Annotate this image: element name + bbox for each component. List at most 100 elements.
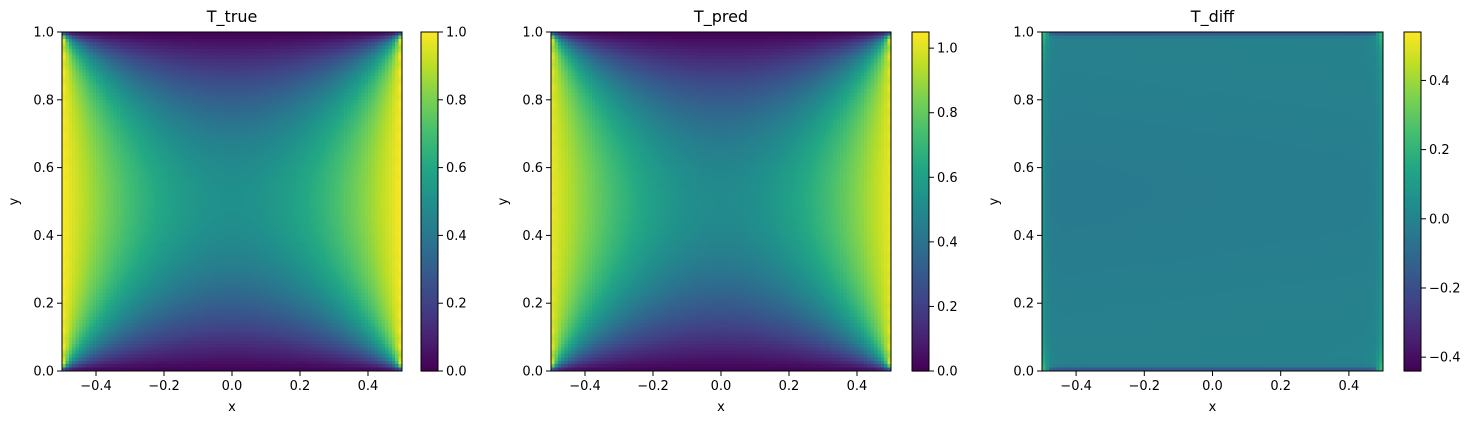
colorbar-segment: [912, 308, 929, 313]
colorbar-segment: [1404, 60, 1421, 64]
colorbar-segment: [1404, 359, 1421, 364]
colorbar-segment: [1404, 235, 1421, 239]
colorbar-segment: [912, 60, 929, 64]
colorbar-segment: [421, 297, 438, 301]
colorbar-segment: [421, 119, 438, 123]
colorbar-segment: [912, 311, 929, 316]
colorbar-segment: [1404, 306, 1421, 310]
colorbar-segment: [421, 161, 438, 166]
colorbar-segment: [1404, 190, 1421, 194]
colorbar-segment: [1404, 345, 1421, 349]
colorbar-segment: [1404, 88, 1421, 92]
colorbar-segment: [421, 80, 438, 84]
colorbar-segment: [421, 91, 438, 95]
colorbar-segment: [1404, 342, 1421, 347]
colorbar-segment: [1404, 159, 1421, 163]
colorbar-segment: [421, 201, 438, 205]
colorbar-segment: [912, 173, 929, 177]
colorbar-segment: [421, 128, 438, 132]
colorbar-segment: [912, 221, 929, 225]
colorbar-segment: [421, 325, 438, 330]
colorbar-segment: [912, 260, 929, 265]
colorbar-segment: [912, 266, 929, 270]
y-tick-label: 0.8: [33, 93, 54, 108]
colorbar-segment: [912, 207, 929, 211]
colorbar-segment: [912, 43, 929, 47]
colorbar-segment: [421, 291, 438, 296]
colorbar-segment: [421, 51, 438, 56]
colorbar-segment: [1404, 356, 1421, 361]
colorbar-segment: [1404, 105, 1421, 109]
colorbar-segment: [421, 274, 438, 279]
colorbar-segment: [912, 328, 929, 333]
colorbar-segment: [421, 68, 438, 73]
x-tick-label: 0.4: [847, 379, 868, 394]
colorbar-segment: [421, 34, 438, 39]
x-tick-label: −0.2: [148, 379, 180, 394]
colorbar-segment: [912, 204, 929, 208]
colorbar-segment: [421, 345, 438, 349]
colorbar-segment: [1404, 269, 1421, 273]
colorbar-segment: [1404, 130, 1421, 135]
colorbar-segment: [421, 339, 438, 344]
colorbar-tick-label: 1.0: [937, 42, 958, 57]
y-tick-label: 0.8: [1013, 93, 1034, 108]
colorbar-segment: [1404, 111, 1421, 115]
colorbar-segment: [912, 91, 929, 95]
colorbar-segment: [1404, 317, 1421, 321]
colorbar-segment: [421, 300, 438, 304]
colorbar-segment: [1404, 224, 1421, 228]
colorbar-segment: [421, 193, 438, 197]
colorbar-segment: [1404, 362, 1421, 366]
x-tick-label: 0.2: [290, 379, 311, 394]
heatmap-image: [62, 32, 402, 371]
colorbar-segment: [1404, 94, 1421, 98]
colorbar-segment: [912, 128, 929, 132]
colorbar-segment: [1404, 229, 1421, 234]
colorbar-segment: [421, 113, 438, 118]
colorbar-segment: [1404, 221, 1421, 225]
colorbar-segment: [912, 85, 929, 90]
colorbar-segment: [421, 139, 438, 143]
colorbar-segment: [1404, 198, 1421, 203]
colorbar-segment: [1404, 176, 1421, 180]
colorbar-segment: [421, 311, 438, 316]
colorbar-segment: [1404, 286, 1421, 290]
colorbar-segment: [912, 289, 929, 293]
colorbar-segment: [912, 212, 929, 217]
colorbar-segment: [1404, 291, 1421, 296]
colorbar-segment: [421, 258, 438, 262]
heatmap-image: [1042, 32, 1383, 371]
colorbar-segment: [421, 280, 438, 285]
colorbar-segment: [421, 181, 438, 186]
colorbar-segment: [912, 68, 929, 73]
colorbar-segment: [1404, 119, 1421, 123]
colorbar-segment: [912, 306, 929, 310]
colorbar-segment: [912, 283, 929, 287]
colorbar-segment: [912, 102, 929, 107]
colorbar-segment: [912, 116, 929, 121]
colorbar-segment: [912, 198, 929, 203]
colorbar-segment: [421, 337, 438, 341]
colorbar-segment: [421, 99, 438, 104]
panel-title: T_diff: [1190, 7, 1235, 27]
colorbar-segment: [1404, 246, 1421, 251]
colorbar-segment: [1404, 82, 1421, 87]
colorbar-segment: [421, 176, 438, 180]
colorbar-segment: [1404, 51, 1421, 56]
colorbar-segment: [912, 300, 929, 304]
colorbar-segment: [421, 342, 438, 347]
colorbar-segment: [421, 125, 438, 129]
colorbar-segment: [1404, 178, 1421, 183]
colorbar-segment: [912, 125, 929, 129]
colorbar-segment: [421, 71, 438, 75]
colorbar-segment: [912, 80, 929, 84]
colorbar-segment: [1404, 142, 1421, 146]
colorbar-segment: [912, 181, 929, 186]
colorbar-segment: [912, 294, 929, 299]
colorbar-segment: [912, 280, 929, 285]
colorbar-segment: [912, 224, 929, 228]
y-tick-label: 0.6: [33, 161, 54, 176]
colorbar-segment: [1404, 322, 1421, 327]
